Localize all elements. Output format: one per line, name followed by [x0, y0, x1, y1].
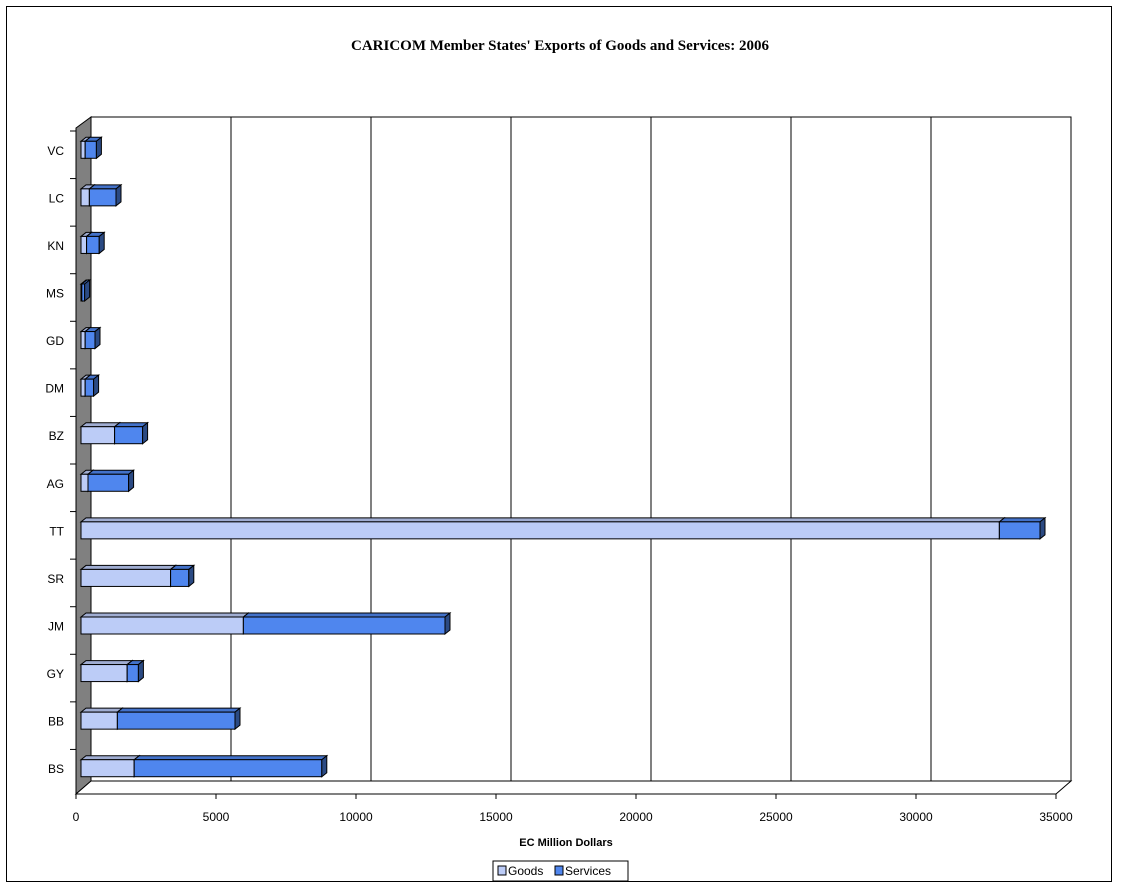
y-tick-label-ms: MS [46, 287, 64, 301]
y-tick-label-ag: AG [47, 477, 64, 491]
x-axis-ticks: 0 5000 10000 15000 20000 25000 30000 35000 [73, 794, 1073, 824]
x-tick-label: 20000 [619, 810, 653, 824]
y-axis-ticks: BS BB GY JM SR TT AG BZ DM GD MS KN LC VC [45, 130, 76, 776]
bar-ms-services [80, 278, 92, 303]
bar-bb-services [115, 707, 242, 731]
y-tick-label-bz: BZ [49, 429, 64, 443]
bar-gy-services [125, 659, 145, 683]
x-axis-title: EC Million Dollars [519, 837, 613, 849]
y-tick-label-dm: DM [45, 382, 64, 396]
y-tick-label-bs: BS [48, 762, 64, 776]
x-tick-label: 10000 [339, 810, 373, 824]
gridlines [230, 117, 1072, 781]
y-tick-label-sr: SR [47, 572, 64, 586]
bar-gd-services [83, 326, 102, 350]
y-tick-label-lc: LC [49, 191, 65, 205]
bar-bz-services [113, 421, 150, 445]
bar-sr-goods [79, 564, 178, 588]
x-tick-label: 30000 [899, 810, 933, 824]
legend-label-services: Services [565, 864, 611, 878]
legend-label-goods: Goods [508, 864, 543, 878]
bar-ag-services [86, 469, 136, 493]
plot-area [90, 116, 1072, 782]
bar-gy-goods [79, 659, 134, 683]
bar-jm-goods [79, 611, 250, 636]
y-tick-label-jm: JM [48, 620, 64, 634]
legend-swatch-goods [497, 865, 507, 876]
bar-tt-services [997, 516, 1047, 540]
y-tick-label-gy: GY [47, 667, 64, 681]
bar-bs-goods [79, 754, 141, 778]
bar-jm-services [241, 611, 452, 636]
bar-lc-services [87, 183, 123, 207]
bar-dm-services [83, 374, 101, 398]
x-tick-label: 5000 [203, 810, 230, 824]
legend: Goods Services [492, 860, 629, 882]
x-tick-label: 25000 [759, 810, 793, 824]
x-tick-label: 0 [73, 810, 80, 824]
y-tick-label-kn: KN [47, 239, 64, 253]
bar-bs-services [132, 754, 329, 778]
bar-vc-services [83, 136, 103, 160]
bar-bz-goods [79, 421, 122, 445]
y-tick-label-gd: GD [46, 334, 64, 348]
y-tick-label-bb: BB [48, 715, 64, 729]
bar-sr-services [169, 564, 196, 588]
legend-swatch-services [554, 865, 564, 876]
plot-floor [74, 780, 1073, 795]
x-tick-label: 15000 [479, 810, 513, 824]
y-tick-label-vc: VC [47, 144, 64, 158]
axis-side-wall [75, 116, 92, 796]
x-tick-label: 35000 [1039, 810, 1073, 824]
bar-bb-goods [79, 707, 124, 731]
bar-kn-services [85, 231, 106, 255]
chart-title: CARICOM Member States' Exports of Goods … [351, 38, 770, 54]
y-tick-label-tt: TT [49, 524, 64, 538]
bar-tt-goods [79, 516, 1006, 540]
bars-group [79, 136, 1047, 778]
